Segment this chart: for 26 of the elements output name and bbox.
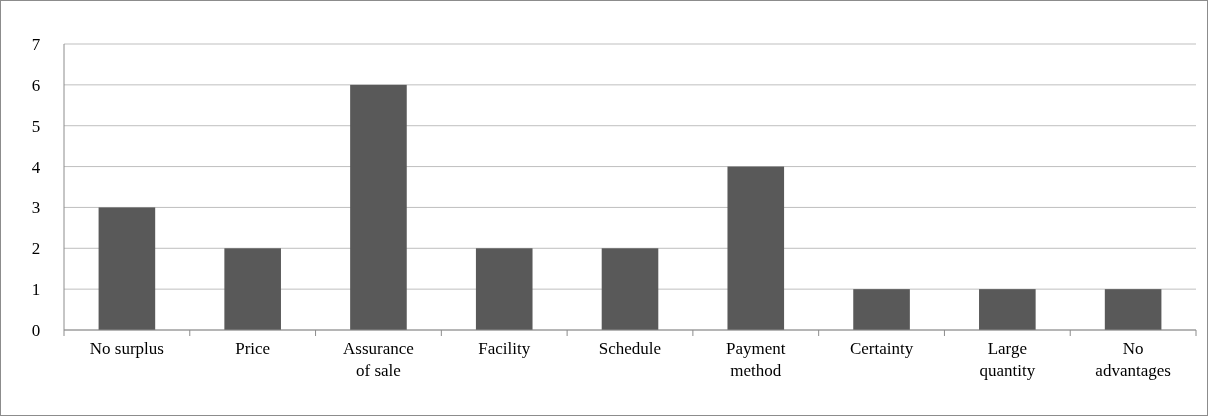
- y-tick-label: 5: [31, 116, 41, 136]
- y-tick-label: 6: [31, 75, 41, 95]
- x-tick-label: No surplus: [89, 339, 164, 358]
- x-tick-label: Schedule: [598, 339, 662, 358]
- bar: [1104, 289, 1162, 330]
- bar: [475, 248, 533, 330]
- bar: [727, 166, 785, 330]
- x-tick-label: Large quantity: [979, 339, 1036, 380]
- x-tick-label: Facility: [478, 339, 531, 358]
- x-tick-label: No advantages: [1095, 339, 1171, 380]
- y-tick-label: 3: [31, 198, 41, 218]
- x-tick-label: Payment method: [726, 339, 786, 380]
- y-tick-label: 0: [31, 320, 41, 340]
- bar: [853, 289, 910, 330]
- bar: [224, 248, 281, 330]
- bar: [979, 289, 1036, 330]
- bar: [601, 248, 659, 330]
- x-tick-label: Certainty: [849, 339, 914, 358]
- y-tick-label: 4: [31, 157, 41, 177]
- bar: [350, 84, 407, 330]
- x-tick-label: Price: [235, 339, 271, 358]
- y-tick-label: 1: [31, 280, 41, 300]
- x-tick-label: Assurance of sale: [343, 339, 414, 380]
- y-tick-label: 2: [31, 239, 41, 259]
- y-tick-label: 7: [31, 34, 41, 54]
- bar: [98, 207, 156, 330]
